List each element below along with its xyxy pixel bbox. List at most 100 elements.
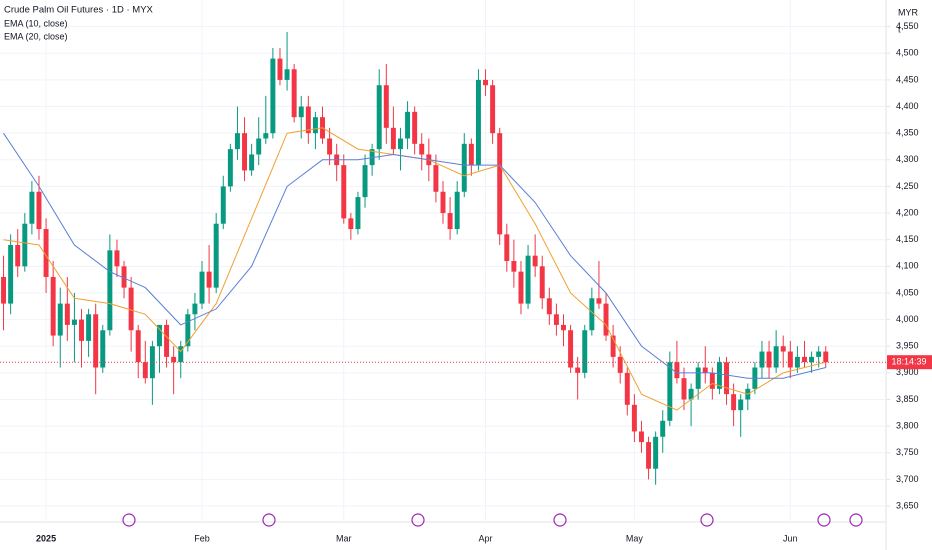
candle-body [412,111,418,144]
y-tick-label: 3,650 [896,500,919,510]
candle-body [227,149,233,187]
candle-body [341,165,347,219]
x-tick-label: Feb [194,533,210,543]
y-tick-label: 4,400 [896,101,919,111]
candle-body [823,351,829,363]
event-icon [122,513,136,527]
candle-body [405,111,411,139]
candle-body [787,351,793,368]
event-icon [553,513,567,527]
candle-body [249,154,255,171]
candle-body [497,133,503,235]
candle-body [688,388,694,400]
y-tick-label: 3,950 [896,341,919,351]
candle-body [709,372,715,389]
x-tick-label: May [626,533,644,543]
candle-body [731,394,737,411]
event-icon [262,513,276,527]
y-tick-label: 3,800 [896,420,919,430]
candle-body [192,303,198,315]
candle-body [483,79,489,86]
candle-body [64,303,70,325]
candle-body [603,303,609,336]
y-tick-label: 4,200 [896,207,919,217]
candle-body [213,223,219,288]
candle-body [50,276,56,336]
event-icon [700,513,714,527]
candle-body [86,314,92,341]
y-tick-label: 4,350 [896,128,919,138]
candle-body [298,106,304,118]
candle-body [504,234,510,261]
y-tick-label: 3,750 [896,447,919,457]
candle-body [660,420,666,437]
candle-body [433,165,439,192]
event-icon [849,513,863,527]
plot [0,0,886,522]
candle-body [568,330,574,368]
y-tick-label: 4,100 [896,261,919,271]
candle-body [490,85,496,134]
candle-body [8,245,14,304]
candle-body [171,356,177,363]
legend-entry: EMA (10, close) [4,18,68,28]
candle-body [355,197,361,230]
legend-entry: EMA (20, close) [4,31,68,41]
candle-body [773,346,779,368]
candle-body [376,85,382,150]
candle-body [440,191,446,214]
candle-body [15,245,21,267]
candle-body [107,250,113,331]
candle-body [348,218,354,230]
candle-body [809,356,815,363]
event-icon [411,513,425,527]
candle-body [702,367,708,373]
event-icons [122,513,863,527]
candle-body [610,335,616,357]
candle-body [419,143,425,155]
candle-body [93,314,99,368]
candle-body [646,442,652,469]
candle-body [79,319,84,341]
y-tick-label: 4,250 [896,181,919,191]
y-tick-label: 4,550 [896,21,919,31]
candle-body [22,223,28,267]
x-tick-label: Mar [336,533,352,543]
candle-body [114,250,120,267]
candle-body [312,117,318,134]
candle-body [582,330,588,373]
candle-body [766,351,772,368]
candle-body [156,324,162,347]
candle-body [270,58,276,134]
candle-body [617,356,623,373]
candle-body [57,303,63,336]
event-icon [817,513,831,527]
candle-body [36,191,42,230]
candle-body [277,58,283,80]
candle-body [518,271,524,304]
candle-body [475,79,481,166]
candle-body [539,266,545,299]
axes: 3,650 3,700 3,750 3,800 3,850 3,900 3,950 4,000… [36,21,932,543]
y-tick-label: 3,700 [896,474,919,484]
y-tick-label: 3,900 [896,367,919,377]
candle-body [397,138,403,150]
last-price-box [887,355,932,370]
candle-body [135,330,141,363]
candle-body [589,298,595,331]
candle-body [256,138,262,155]
candle-body [667,362,673,421]
candle-body [149,346,155,379]
x-tick-label: 2025 [36,533,56,543]
y-tick-label: 4,050 [896,287,919,297]
y-tick-label: 4,000 [896,314,919,324]
candle-body [794,356,800,368]
candle-body [525,255,531,304]
candle-body [128,287,134,331]
candle-body [553,314,559,325]
candle-body [71,319,77,325]
candle-body [780,346,786,352]
candle-body [631,404,637,432]
